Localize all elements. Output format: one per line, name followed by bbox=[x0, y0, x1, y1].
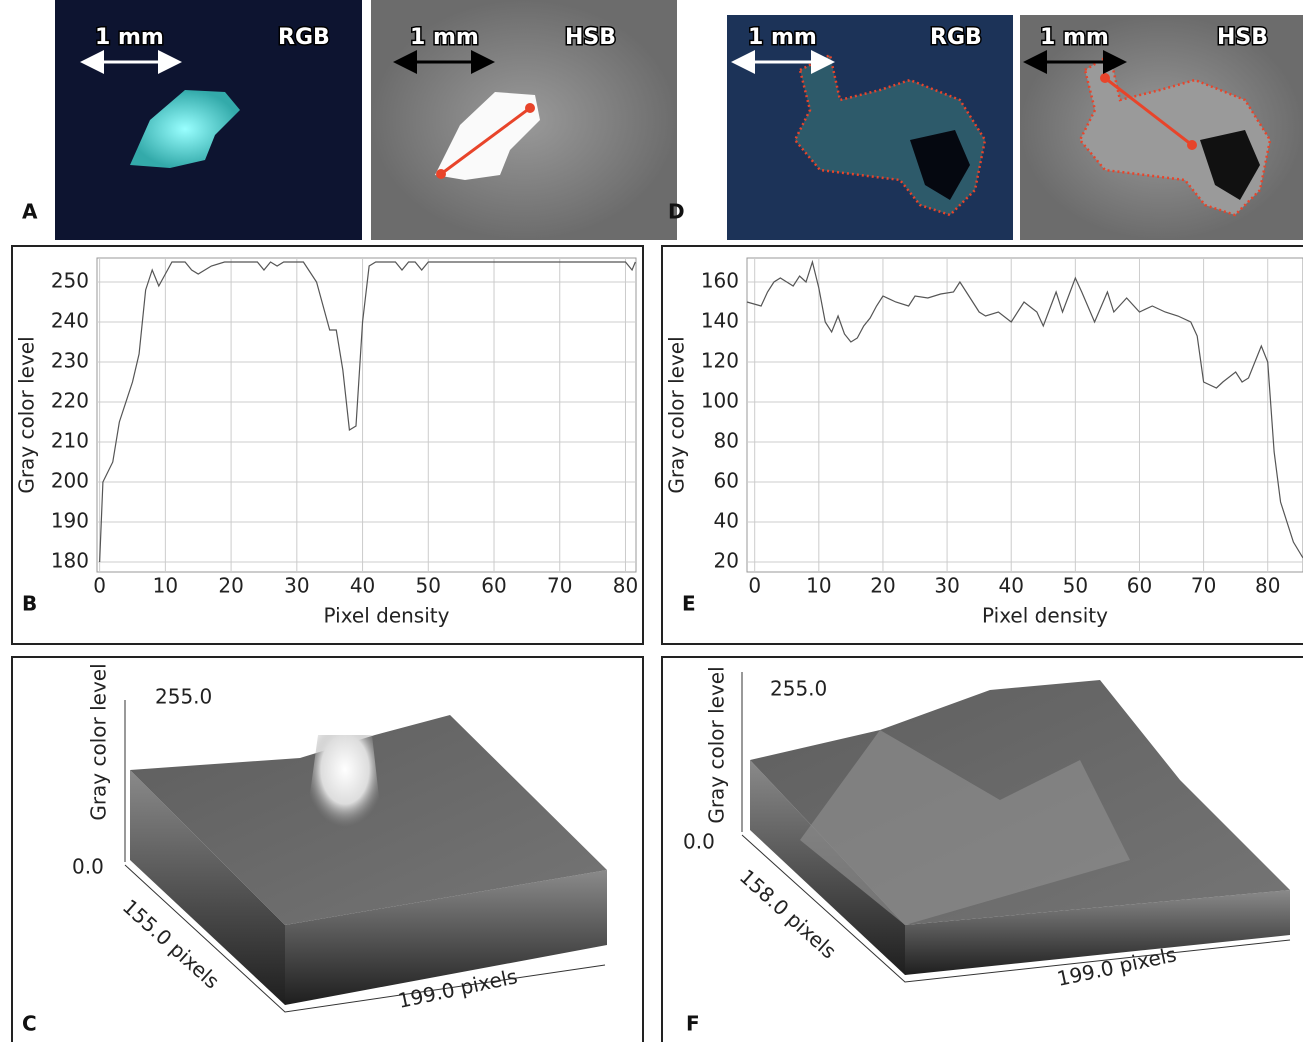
y-axis-label: Gray color level bbox=[665, 336, 689, 493]
x-tick-label: 80 bbox=[1255, 574, 1280, 598]
y-axis-label: Gray color level bbox=[15, 336, 39, 493]
x-tick-label: 10 bbox=[153, 574, 178, 598]
x-tick-label: 80 bbox=[613, 574, 638, 598]
y-tick-label: 230 bbox=[51, 349, 89, 373]
x-tick-label: 40 bbox=[998, 574, 1023, 598]
panel-label: B bbox=[22, 592, 37, 616]
x-tick-label: 60 bbox=[481, 574, 506, 598]
x-tick-label: 40 bbox=[350, 574, 375, 598]
y-tick-label: 60 bbox=[714, 469, 739, 493]
y-tick-label: 220 bbox=[51, 389, 89, 413]
scale-label: 1 mm bbox=[1040, 25, 1109, 50]
y-tick-label: 100 bbox=[701, 389, 739, 413]
z-max: 255.0 bbox=[770, 677, 827, 701]
scale-label: 1 mm bbox=[410, 25, 479, 50]
y-tick-label: 200 bbox=[51, 469, 89, 493]
y-tick-label: 40 bbox=[714, 509, 739, 533]
x-axis-label: Pixel density bbox=[324, 604, 450, 628]
x-tick-label: 0 bbox=[748, 574, 761, 598]
panel-label: D bbox=[668, 200, 685, 224]
x-axis-label: Pixel density bbox=[982, 604, 1108, 628]
plot-area bbox=[747, 258, 1303, 572]
y-tick-label: 210 bbox=[51, 429, 89, 453]
image-d-rgb: 1 mm RGB bbox=[727, 15, 1013, 240]
x-tick-label: 0 bbox=[93, 574, 106, 598]
scale-label: 1 mm bbox=[95, 25, 164, 50]
mode-label: HSB bbox=[1217, 25, 1268, 50]
image-a-hsb: 1 mm HSB bbox=[371, 0, 677, 240]
z-min: 0.0 bbox=[683, 830, 715, 854]
x-tick-label: 70 bbox=[547, 574, 572, 598]
y-tick-label: 160 bbox=[701, 269, 739, 293]
x-tick-label: 60 bbox=[1127, 574, 1152, 598]
mode-label: RGB bbox=[278, 25, 330, 50]
mode-label: RGB bbox=[930, 25, 982, 50]
panel-label: F bbox=[686, 1012, 700, 1036]
x-tick-label: 10 bbox=[806, 574, 831, 598]
z-max: 255.0 bbox=[155, 685, 212, 709]
y-tick-label: 140 bbox=[701, 309, 739, 333]
y-tick-label: 180 bbox=[51, 549, 89, 573]
y-tick-label: 80 bbox=[714, 429, 739, 453]
x-tick-label: 20 bbox=[218, 574, 243, 598]
y-tick-label: 250 bbox=[51, 269, 89, 293]
image-d-hsb: 1 mm HSB bbox=[1020, 15, 1303, 240]
image-a-rgb: 1 mm RGB bbox=[55, 0, 362, 240]
x-tick-label: 50 bbox=[1063, 574, 1088, 598]
y-tick-label: 240 bbox=[51, 309, 89, 333]
z-label: Gray color level bbox=[87, 663, 111, 820]
x-tick-label: 20 bbox=[870, 574, 895, 598]
y-tick-label: 120 bbox=[701, 349, 739, 373]
x-tick-label: 70 bbox=[1191, 574, 1216, 598]
panel-label: A bbox=[22, 200, 38, 224]
x-tick-label: 30 bbox=[284, 574, 309, 598]
page: 1 mm RGB 1 mm HSB A 1 mm RGB 1 mm HSB D … bbox=[0, 0, 1303, 1046]
scale-label: 1 mm bbox=[748, 25, 817, 50]
mode-label: HSB bbox=[565, 25, 616, 50]
surface-f: 255.0 0.0 Gray color level 158.0 pixels … bbox=[683, 666, 1290, 991]
figure: 1 mm RGB 1 mm HSB A 1 mm RGB 1 mm HSB D … bbox=[0, 0, 1303, 1042]
x-tick-label: 30 bbox=[934, 574, 959, 598]
y-tick-label: 20 bbox=[714, 549, 739, 573]
y-tick-label: 190 bbox=[51, 509, 89, 533]
panel-label: E bbox=[682, 592, 696, 616]
panel-label: C bbox=[22, 1012, 37, 1036]
z-min: 0.0 bbox=[72, 855, 104, 879]
x-tick-label: 50 bbox=[416, 574, 441, 598]
surface-c: 255.0 0.0 Gray color level 155.0 pixels … bbox=[72, 663, 607, 1013]
plot-area bbox=[97, 258, 636, 572]
z-label: Gray color level bbox=[705, 666, 729, 823]
